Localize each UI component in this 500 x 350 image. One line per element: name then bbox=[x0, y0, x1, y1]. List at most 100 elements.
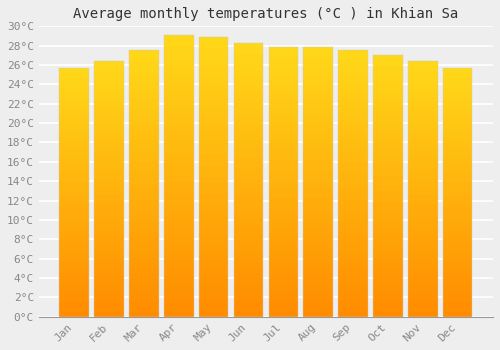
Bar bbox=[199, 87, 228, 93]
Bar bbox=[373, 87, 402, 92]
Bar bbox=[199, 110, 228, 115]
Bar bbox=[199, 283, 228, 289]
Bar bbox=[199, 272, 228, 278]
Bar bbox=[373, 176, 402, 181]
Bar bbox=[129, 194, 159, 200]
Bar bbox=[199, 205, 228, 210]
Bar bbox=[443, 217, 472, 222]
Bar bbox=[338, 77, 368, 83]
Bar bbox=[338, 253, 368, 258]
Bar bbox=[60, 142, 89, 148]
Bar bbox=[268, 252, 298, 257]
Bar bbox=[338, 264, 368, 269]
Bar bbox=[268, 279, 298, 285]
Bar bbox=[164, 300, 194, 306]
Bar bbox=[443, 133, 472, 138]
Bar bbox=[408, 266, 438, 271]
Bar bbox=[408, 199, 438, 204]
Bar bbox=[199, 65, 228, 70]
Bar bbox=[408, 286, 438, 291]
Bar bbox=[408, 209, 438, 215]
Bar bbox=[338, 269, 368, 274]
Bar bbox=[338, 109, 368, 114]
Bar bbox=[268, 47, 298, 317]
Bar bbox=[443, 302, 472, 307]
Bar bbox=[164, 86, 194, 91]
Bar bbox=[408, 87, 438, 92]
Bar bbox=[129, 242, 159, 247]
Bar bbox=[164, 120, 194, 125]
Bar bbox=[373, 186, 402, 191]
Bar bbox=[268, 295, 298, 301]
Bar bbox=[199, 278, 228, 283]
Bar bbox=[60, 73, 89, 78]
Bar bbox=[234, 103, 264, 108]
Bar bbox=[234, 218, 264, 224]
Bar bbox=[164, 35, 194, 41]
Bar bbox=[94, 87, 124, 92]
Bar bbox=[199, 300, 228, 306]
Bar bbox=[94, 174, 124, 179]
Bar bbox=[373, 139, 402, 144]
Bar bbox=[199, 166, 228, 171]
Bar bbox=[199, 216, 228, 222]
Bar bbox=[373, 202, 402, 207]
Bar bbox=[129, 72, 159, 77]
Bar bbox=[199, 104, 228, 110]
Bar bbox=[408, 220, 438, 225]
Bar bbox=[60, 167, 89, 173]
Bar bbox=[199, 177, 228, 182]
Bar bbox=[338, 306, 368, 312]
Bar bbox=[268, 214, 298, 219]
Bar bbox=[60, 212, 89, 217]
Bar bbox=[129, 131, 159, 136]
Bar bbox=[199, 306, 228, 311]
Bar bbox=[60, 207, 89, 212]
Bar bbox=[443, 197, 472, 202]
Bar bbox=[408, 184, 438, 189]
Bar bbox=[164, 210, 194, 215]
Bar bbox=[199, 48, 228, 54]
Bar bbox=[304, 236, 333, 241]
Bar bbox=[304, 84, 333, 90]
Bar bbox=[268, 301, 298, 306]
Bar bbox=[268, 285, 298, 290]
Bar bbox=[373, 160, 402, 165]
Bar bbox=[304, 241, 333, 246]
Bar bbox=[373, 103, 402, 108]
Bar bbox=[408, 179, 438, 184]
Bar bbox=[94, 250, 124, 256]
Bar bbox=[164, 187, 194, 193]
Bar bbox=[164, 108, 194, 114]
Bar bbox=[408, 107, 438, 112]
Bar bbox=[373, 280, 402, 286]
Bar bbox=[373, 191, 402, 197]
Bar bbox=[199, 37, 228, 317]
Bar bbox=[60, 302, 89, 307]
Bar bbox=[373, 149, 402, 155]
Bar bbox=[60, 242, 89, 247]
Bar bbox=[304, 63, 333, 68]
Bar bbox=[408, 204, 438, 209]
Bar bbox=[268, 52, 298, 57]
Bar bbox=[164, 148, 194, 153]
Bar bbox=[268, 133, 298, 139]
Bar bbox=[268, 257, 298, 263]
Bar bbox=[164, 57, 194, 63]
Bar bbox=[338, 210, 368, 216]
Bar bbox=[164, 193, 194, 198]
Bar bbox=[164, 204, 194, 210]
Bar bbox=[234, 229, 264, 234]
Bar bbox=[164, 136, 194, 142]
Bar bbox=[408, 291, 438, 296]
Bar bbox=[338, 88, 368, 93]
Bar bbox=[164, 69, 194, 75]
Bar bbox=[373, 55, 402, 317]
Bar bbox=[234, 257, 264, 262]
Bar bbox=[199, 143, 228, 149]
Bar bbox=[373, 217, 402, 223]
Bar bbox=[373, 290, 402, 296]
Bar bbox=[199, 37, 228, 43]
Bar bbox=[199, 266, 228, 272]
Bar bbox=[60, 222, 89, 227]
